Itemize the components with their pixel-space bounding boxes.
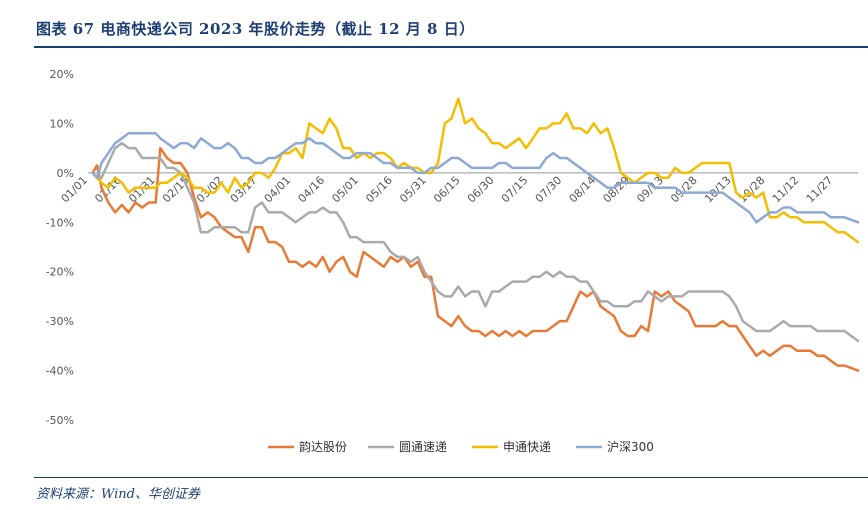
figure-source: 资料来源：Wind、华创证券 (36, 487, 200, 502)
x-tick-label: 03/02 (194, 174, 226, 206)
x-tick-label: 04/16 (296, 174, 328, 206)
y-axis: 20% 10% 0% -10% -20% -30% -40% -50% (46, 68, 74, 427)
x-axis: 01/01 01/16 01/31 02/15 03/02 03/17 04/01 04/16… (59, 172, 858, 206)
legend-label-2: 申通快递 (503, 440, 551, 454)
y-tick-label: -30% (46, 315, 74, 328)
y-tick-label: -50% (46, 414, 74, 427)
x-tick-label: 07/15 (499, 174, 531, 206)
title-rule (34, 46, 868, 48)
x-tick-label: 06/30 (465, 174, 497, 206)
y-tick-label: 20% (50, 68, 74, 81)
x-tick-label: 06/15 (431, 174, 463, 206)
x-tick-label: 11/27 (804, 174, 836, 206)
legend-label-0: 韵达股份 (299, 439, 347, 454)
series-lines (91, 97, 860, 372)
x-tick-label: 10/28 (736, 174, 768, 206)
x-tick-label: 04/01 (262, 174, 294, 206)
y-tick-label: -40% (46, 365, 74, 378)
x-tick-label: 07/30 (533, 174, 565, 206)
series-line-3 (91, 132, 860, 224)
x-tick-label: 05/01 (329, 174, 361, 206)
y-tick-label: -10% (46, 216, 74, 229)
legend: 韵达股份 圆通速递 申通快递 沪深300 (268, 439, 654, 454)
y-tick-label: 0% (57, 167, 74, 180)
x-tick-label: 05/31 (397, 174, 429, 206)
y-tick-label: 10% (50, 117, 74, 130)
series-line-2 (91, 97, 860, 244)
x-tick-label: 09/28 (668, 174, 700, 206)
legend-label-3: 沪深300 (607, 440, 654, 454)
series-line-1 (91, 141, 860, 343)
legend-label-1: 圆通速递 (399, 440, 447, 454)
y-tick-label: -20% (46, 266, 74, 279)
source-rule (34, 477, 868, 478)
x-tick-label: 11/12 (770, 174, 802, 206)
x-tick-label: 10/13 (702, 174, 734, 206)
series-line-0 (91, 146, 860, 372)
x-tick-label: 05/16 (363, 174, 395, 206)
figure-title: 图表 67 电商快递公司 2023 年股价走势（截止 12 月 8 日） (36, 20, 475, 38)
x-tick-label: 03/17 (228, 174, 260, 206)
